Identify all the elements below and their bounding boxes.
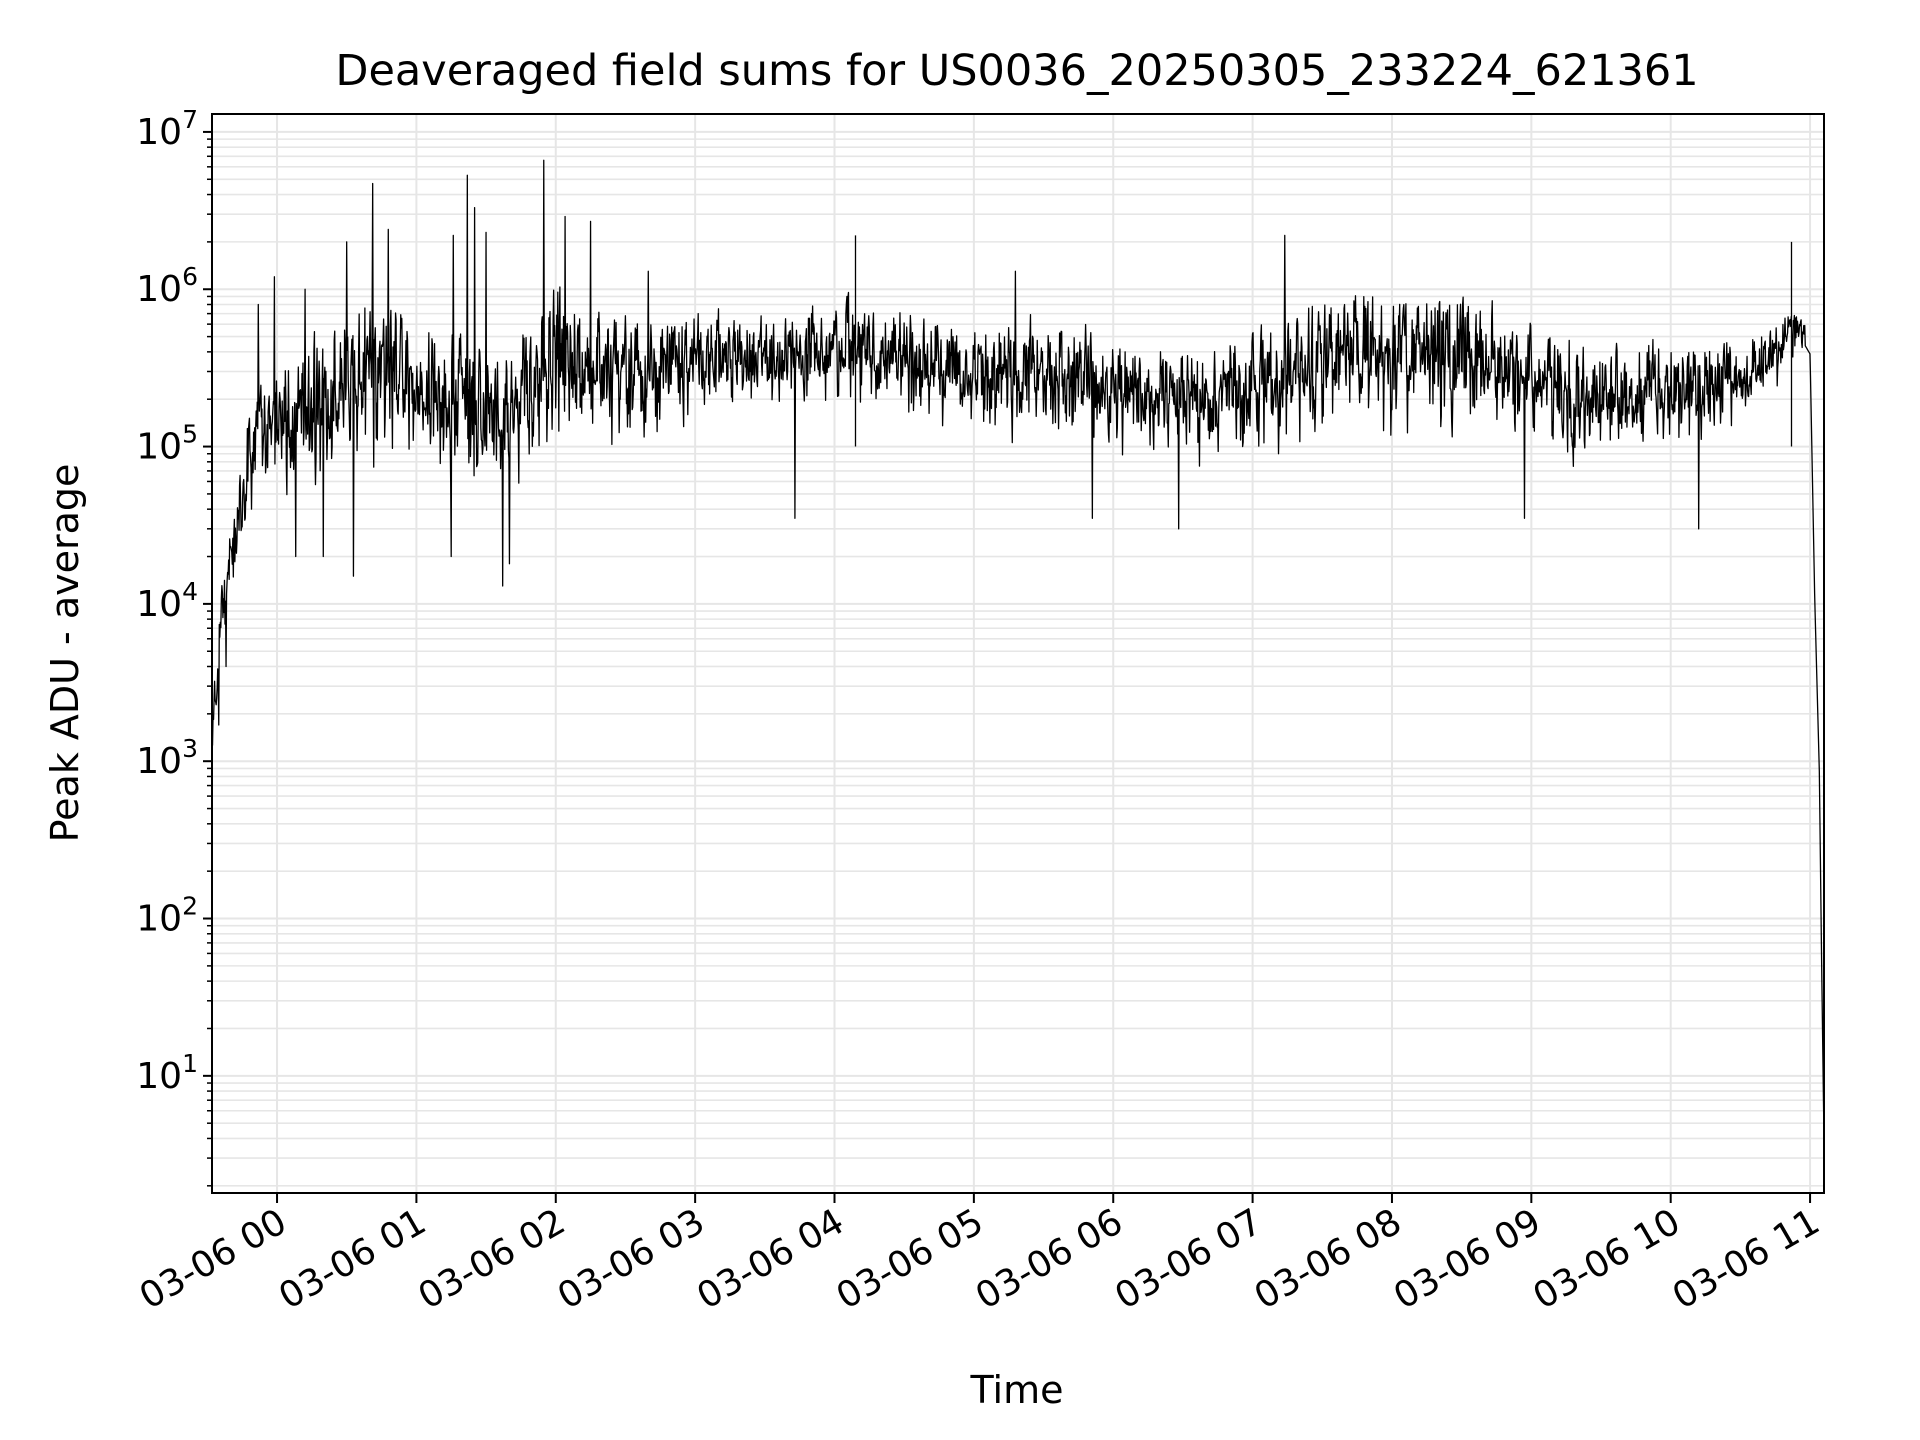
y-tick-base: 10 <box>136 427 182 468</box>
y-tick-label: 104 <box>136 577 198 625</box>
y-tick-label: 107 <box>136 105 198 153</box>
y-tick-exponent: 1 <box>182 1049 198 1078</box>
y-tick-base: 10 <box>136 1056 182 1097</box>
y-tick-exponent: 7 <box>182 105 198 134</box>
y-axis-label: Peak ADU - average <box>43 464 87 843</box>
y-tick-exponent: 6 <box>182 262 198 291</box>
y-tick-base: 10 <box>136 741 182 782</box>
y-tick-label: 105 <box>136 420 198 468</box>
y-tick-base: 10 <box>136 899 182 940</box>
y-tick-label: 102 <box>136 892 198 940</box>
series-line <box>212 159 1824 1141</box>
grid <box>212 114 1824 1193</box>
y-tick-base: 10 <box>136 584 182 625</box>
y-tick-exponent: 4 <box>182 577 198 606</box>
y-tick-exponent: 5 <box>182 420 198 449</box>
chart-title: Deaveraged field sums for US0036_2025030… <box>335 46 1698 96</box>
y-tick-exponent: 2 <box>182 892 198 921</box>
series-path <box>212 159 1824 1141</box>
x-axis-label: Time <box>970 1368 1064 1412</box>
y-tick-exponent: 3 <box>182 734 198 763</box>
y-tick-label: 103 <box>136 734 198 782</box>
y-tick-label: 101 <box>136 1049 198 1097</box>
y-tick-label: 106 <box>136 262 198 310</box>
plot-frame <box>211 113 1825 1194</box>
y-tick-base: 10 <box>136 112 182 153</box>
y-tick-base: 10 <box>136 269 182 310</box>
